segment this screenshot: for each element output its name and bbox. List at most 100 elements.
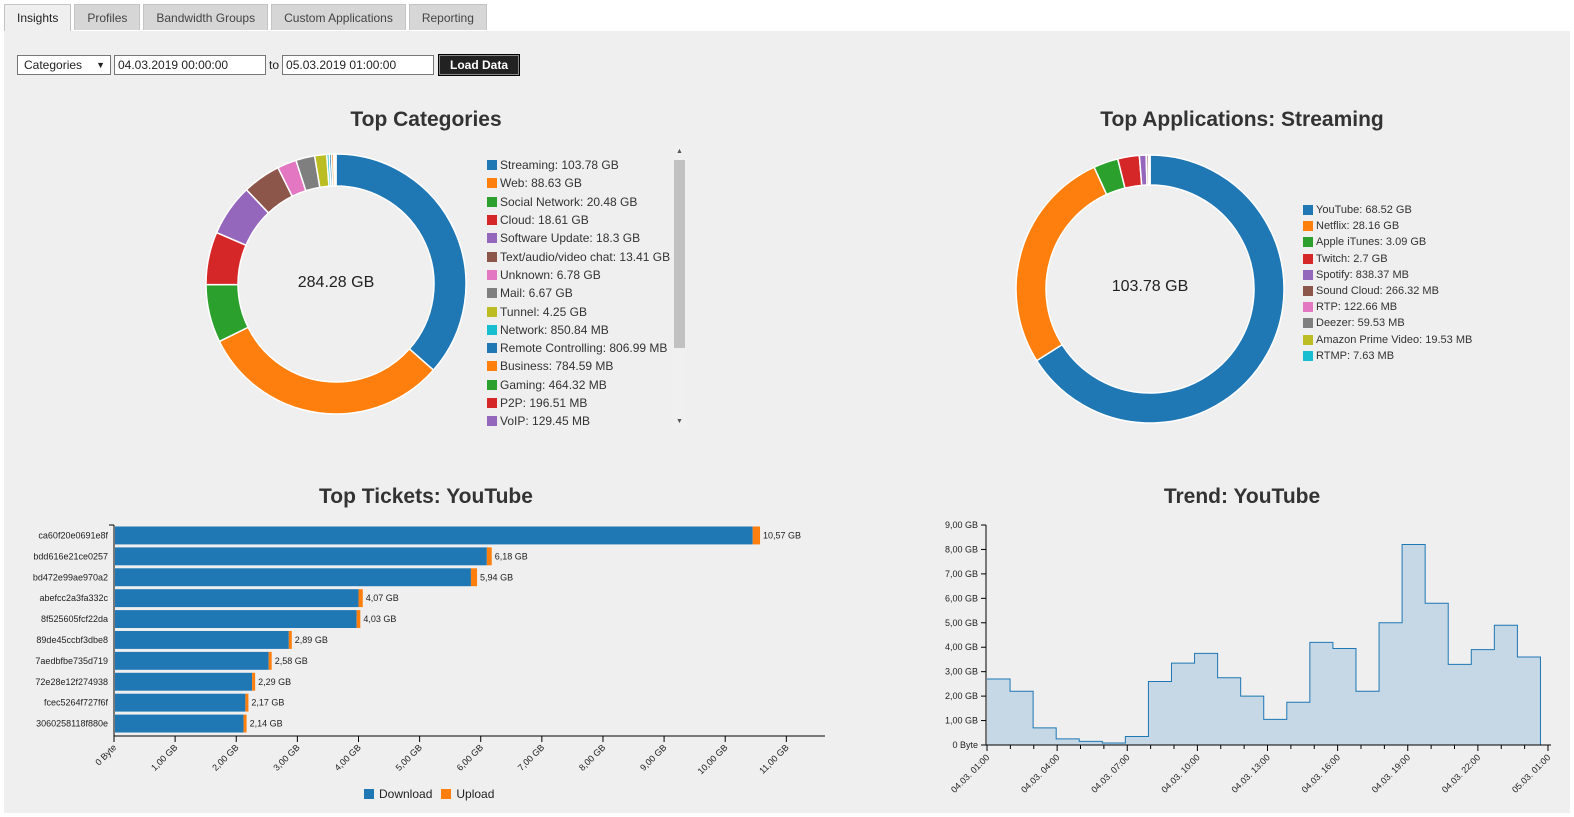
bar-upload[interactable] [268,651,272,670]
categories-legend-item-software-update[interactable]: Software Update: 18.3 GB [487,229,670,247]
trend-title: Trend: YouTube [1163,485,1321,508]
bar-upload[interactable] [252,672,256,691]
bar-upload[interactable] [752,526,761,545]
y-tick-label: 5,00 GB [945,618,978,628]
legend-swatch [487,306,497,317]
legend-label: Software Update: 18.3 GB [500,231,641,246]
bar-total-label: 2,29 GB [258,677,291,687]
legend-swatch [1303,205,1313,216]
mode-select[interactable]: Categories ▼ [17,55,111,75]
bar-total-label: 6,18 GB [495,551,528,561]
applications-total: 103.78 GB [1111,278,1189,295]
tab-insights[interactable]: Insights [4,4,72,32]
tab-profiles[interactable]: Profiles [74,4,141,30]
categories-legend-item-business[interactable]: Business: 784.59 MB [487,357,670,375]
categories-legend-item-streaming[interactable]: Streaming: 103.78 GB [487,156,670,174]
categories-legend-item-voip[interactable]: VoIP: 129.45 MB [487,412,670,430]
bar-download[interactable] [115,651,269,670]
x-tick-label: 04.03. 16:00 [1300,752,1342,794]
applications-legend-item-twitch[interactable]: Twitch: 2.7 GB [1303,251,1472,267]
applications-legend-item-deezer[interactable]: Deezer: 59.53 MB [1303,315,1472,331]
bar-upload[interactable] [486,547,492,566]
from-date-input[interactable]: 04.03.2019 00:00:00 [114,55,266,75]
x-tick-label: 04.03. 04:00 [1019,752,1061,794]
bar-upload[interactable] [356,610,361,628]
legend-label: Remote Controlling: 806.99 MB [500,341,668,356]
applications-legend-item-rtp[interactable]: RTP: 122.66 MB [1303,299,1472,315]
bar-download[interactable] [115,547,487,566]
x-tick-label: 10,00 GB [696,742,730,776]
to-date-input[interactable]: 05.03.2019 01:00:00 [282,55,435,75]
categories-legend-item-remote-controlling[interactable]: Remote Controlling: 806.99 MB [487,339,670,357]
legend-label: Network: 850.84 MB [500,322,609,337]
bar-category-label: ca60f20e0691e8f [38,530,108,540]
tickets-legend: Download Upload [364,787,494,801]
bar-total-label: 5,94 GB [480,572,513,582]
applications-legend-item-sound-cloud[interactable]: Sound Cloud: 266.32 MB [1303,283,1472,299]
categories-legend: Streaming: 103.78 GB Web: 88.63 GB Social … [487,156,670,430]
y-tick-label: 4,00 GB [945,642,978,652]
legend-swatch [1303,318,1313,329]
y-tick-label: 0 Byte [952,740,978,750]
categories-slice-web[interactable] [218,326,435,415]
bar-download[interactable] [115,693,246,712]
bar-download[interactable] [115,568,471,587]
bar-upload[interactable] [245,693,249,712]
categories-legend-item-text-audio-video-chat[interactable]: Text/audio/video chat: 13.41 GB [487,247,670,265]
scrollbar-thumb[interactable] [674,160,685,348]
categories-legend-item-p2p[interactable]: P2P: 196.51 MB [487,394,670,412]
categories-legend-item-gaming[interactable]: Gaming: 464.32 MB [487,376,670,394]
legend-label: Sound Cloud: 266.32 MB [1316,285,1439,298]
bar-upload[interactable] [358,589,363,608]
bar-download[interactable] [115,610,357,628]
x-tick-label: 04.03. 19:00 [1370,752,1412,794]
bar-total-label: 2,17 GB [251,698,284,708]
applications-slice-youtube[interactable] [1035,154,1285,424]
legend-download-swatch [364,789,374,799]
bar-upload[interactable] [470,568,478,587]
categories-slice-streaming[interactable] [335,153,467,372]
categories-legend-item-unknown[interactable]: Unknown: 6.78 GB [487,266,670,284]
tab-reporting[interactable]: Reporting [408,4,487,30]
y-tick-label: 9,00 GB [945,520,978,530]
legend-label: Tunnel: 4.25 GB [500,304,587,319]
tab-custom-applications[interactable]: Custom Applications [271,4,406,30]
categories-legend-item-network[interactable]: Network: 850.84 MB [487,321,670,339]
bar-download[interactable] [115,589,359,608]
categories-legend-item-web[interactable]: Web: 88.63 GB [487,174,670,192]
legend-swatch [1303,253,1313,264]
bar-upload[interactable] [243,714,247,733]
applications-legend-item-netflix[interactable]: Netflix: 28.16 GB [1303,218,1472,234]
bar-download[interactable] [115,631,289,649]
applications-legend-item-amazon-prime-video[interactable]: Amazon Prime Video: 19.53 MB [1303,332,1472,348]
applications-legend-item-spotify[interactable]: Spotify: 838.37 MB [1303,267,1472,283]
scroll-down-icon[interactable]: ▼ [676,418,683,425]
bar-category-label: 3060258118f880e [36,719,108,729]
legend-swatch [487,398,497,408]
applications-donut [1015,154,1285,424]
legend-swatch [1303,286,1313,297]
bar-download[interactable] [115,672,253,691]
bar-category-label: bdd616e21ce0257 [33,551,108,561]
bar-download[interactable] [115,714,244,733]
categories-legend-item-tunnel[interactable]: Tunnel: 4.25 GB [487,302,670,320]
applications-legend-item-apple-itunes[interactable]: Apple iTunes: 3.09 GB [1303,234,1472,250]
bar-download[interactable] [115,526,753,545]
x-tick-label: 0 Byte [93,742,118,767]
applications-legend-item-youtube[interactable]: YouTube: 68.52 GB [1303,202,1472,218]
applications-title: Top Applications: Streaming [1100,108,1384,131]
insights-panel [4,31,1570,813]
bar-total-label: 10,57 GB [763,530,801,540]
applications-slice-netflix[interactable] [1015,166,1108,362]
bar-upload[interactable] [288,631,292,649]
tab-bandwidth-groups[interactable]: Bandwidth Groups [143,4,269,30]
categories-legend-scrollbar[interactable]: ▲ ▼ [673,146,686,428]
load-data-button[interactable]: Load Data [438,54,521,76]
scroll-up-icon[interactable]: ▲ [676,148,683,155]
legend-swatch [487,215,497,226]
y-tick-label: 3,00 GB [945,667,978,677]
applications-legend-item-rtmp[interactable]: RTMP: 7.63 MB [1303,348,1472,364]
categories-legend-item-cloud[interactable]: Cloud: 18.61 GB [487,211,670,229]
categories-legend-item-social-network[interactable]: Social Network: 20.48 GB [487,193,670,211]
categories-legend-item-mail[interactable]: Mail: 6.67 GB [487,284,670,302]
